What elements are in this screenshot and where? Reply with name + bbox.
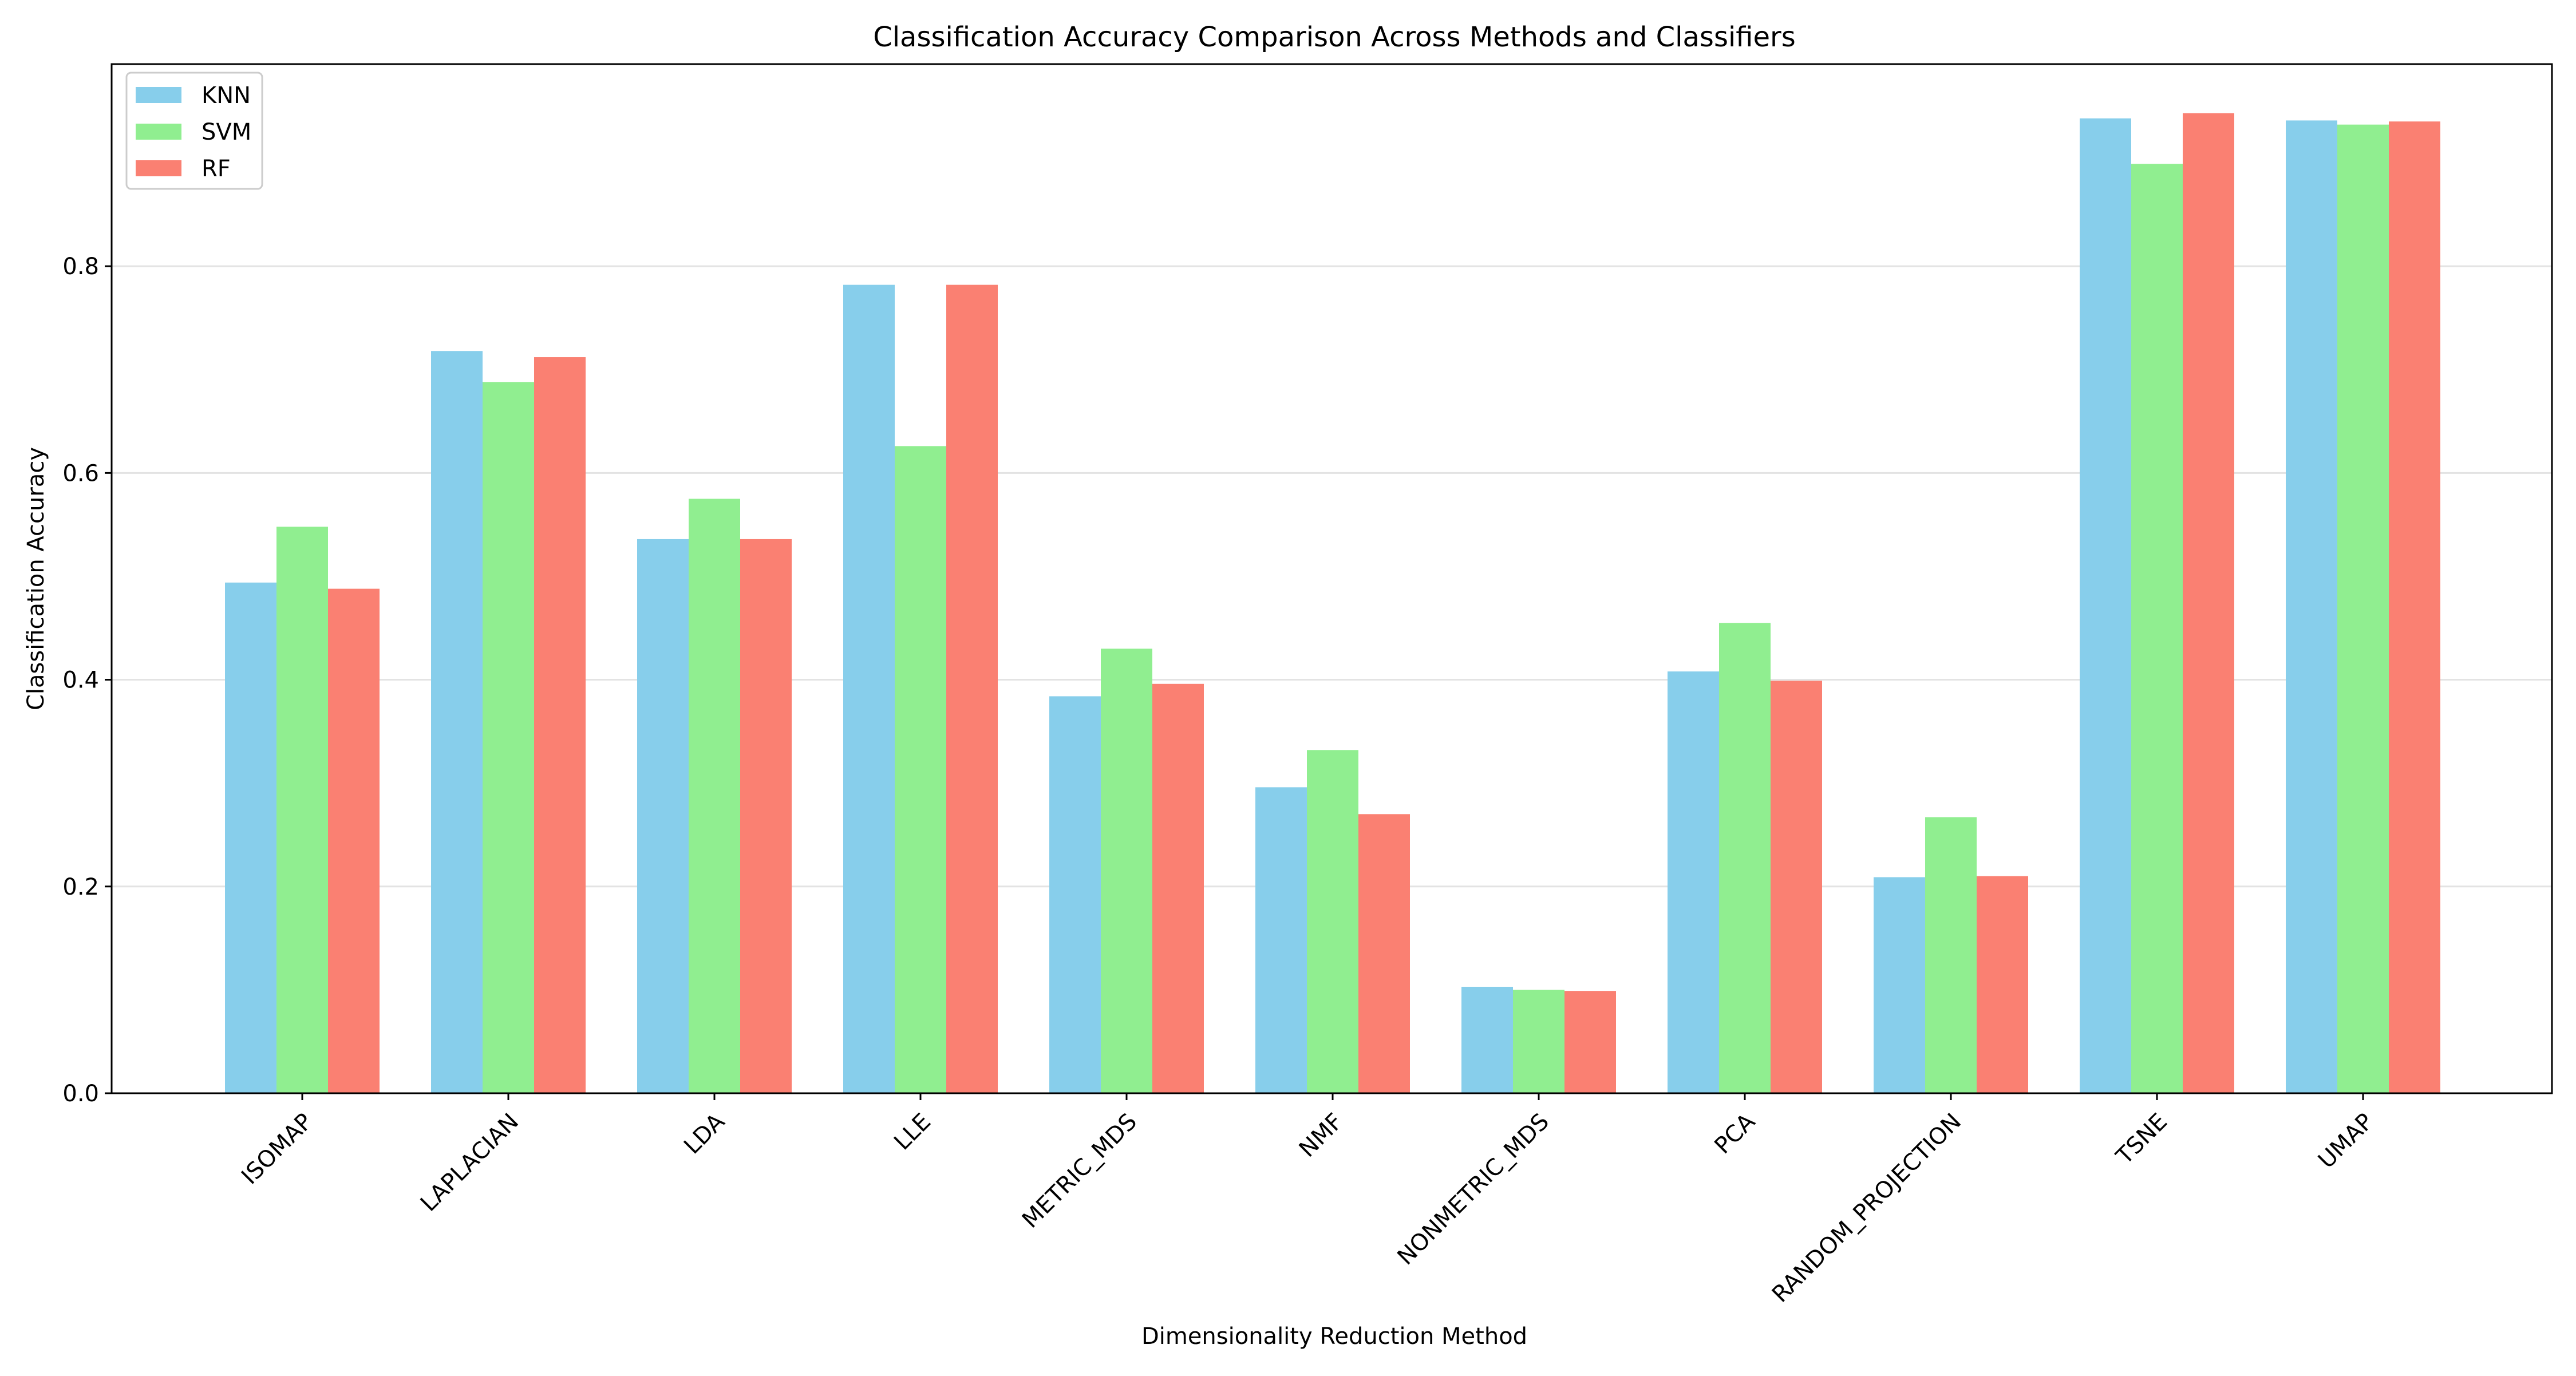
bar-svm-lda	[689, 499, 740, 1094]
legend: KNN SVM RF	[125, 72, 263, 190]
bar-rf-nonmetric-mds	[1564, 991, 1616, 1093]
bars	[225, 113, 2440, 1094]
bar-svm-tsne	[2131, 164, 2183, 1094]
bar-svm-nmf	[1307, 750, 1358, 1093]
bar-knn-random-projection	[1874, 877, 1925, 1093]
bar-rf-laplacian	[534, 357, 586, 1094]
bar-knn-lda	[637, 539, 689, 1093]
legend-label: RF	[202, 156, 231, 182]
bar-rf-tsne	[2183, 113, 2234, 1094]
bar-rf-nmf	[1358, 814, 1410, 1093]
bar-rf-lle	[946, 284, 998, 1093]
bar-knn-isomap	[225, 582, 276, 1093]
legend-swatch	[136, 87, 181, 103]
series-rf-bars	[328, 113, 2440, 1094]
bar-rf-umap	[2389, 121, 2440, 1093]
bar-rf-metric-mds	[1152, 683, 1204, 1093]
legend-swatch	[136, 124, 181, 140]
x-axis-title: Dimensionality Reduction Method	[1141, 1323, 1527, 1350]
bar-knn-umap	[2286, 120, 2337, 1093]
bar-knn-nmf	[1255, 787, 1307, 1093]
legend-label: KNN	[202, 82, 251, 109]
bar-svm-pca	[1719, 623, 1771, 1093]
legend-label: SVM	[202, 119, 251, 145]
series-knn-bars	[225, 118, 2337, 1094]
chart-title: Classification Accuracy Comparison Acros…	[873, 21, 1796, 53]
y-tick-label: 0.0	[62, 1081, 99, 1107]
bar-svm-isomap	[276, 527, 328, 1093]
y-tick-label: 0.4	[62, 667, 99, 694]
legend-item-rf: RF	[136, 156, 231, 182]
bar-knn-tsne	[2080, 118, 2131, 1094]
legend-item-svm: SVM	[136, 119, 251, 145]
bar-knn-laplacian	[431, 351, 483, 1093]
legend-swatch	[136, 160, 181, 176]
bar-svm-nonmetric-mds	[1513, 990, 1564, 1093]
y-tick-label: 0.2	[62, 874, 99, 900]
bar-rf-random-projection	[1977, 876, 2028, 1093]
bar-rf-pca	[1771, 681, 1822, 1093]
bar-svm-random-projection	[1925, 817, 1977, 1093]
series-svm-bars	[276, 124, 2389, 1094]
bar-svm-metric-mds	[1101, 649, 1152, 1093]
bar-knn-lle	[843, 284, 895, 1093]
bar-svm-umap	[2337, 124, 2389, 1094]
y-tick-label: 0.8	[62, 254, 99, 280]
bar-knn-metric-mds	[1049, 696, 1101, 1093]
bar-svm-laplacian	[483, 382, 534, 1093]
y-axis-title: Classification Accuracy	[23, 447, 49, 710]
legend-item-knn: KNN	[136, 82, 251, 109]
bar-knn-pca	[1668, 671, 1719, 1093]
bar-rf-lda	[740, 539, 792, 1093]
bar-rf-isomap	[328, 588, 380, 1093]
bar-svm-lle	[895, 446, 946, 1093]
bar-knn-nonmetric-mds	[1461, 986, 1513, 1093]
y-tick-label: 0.6	[62, 460, 99, 487]
